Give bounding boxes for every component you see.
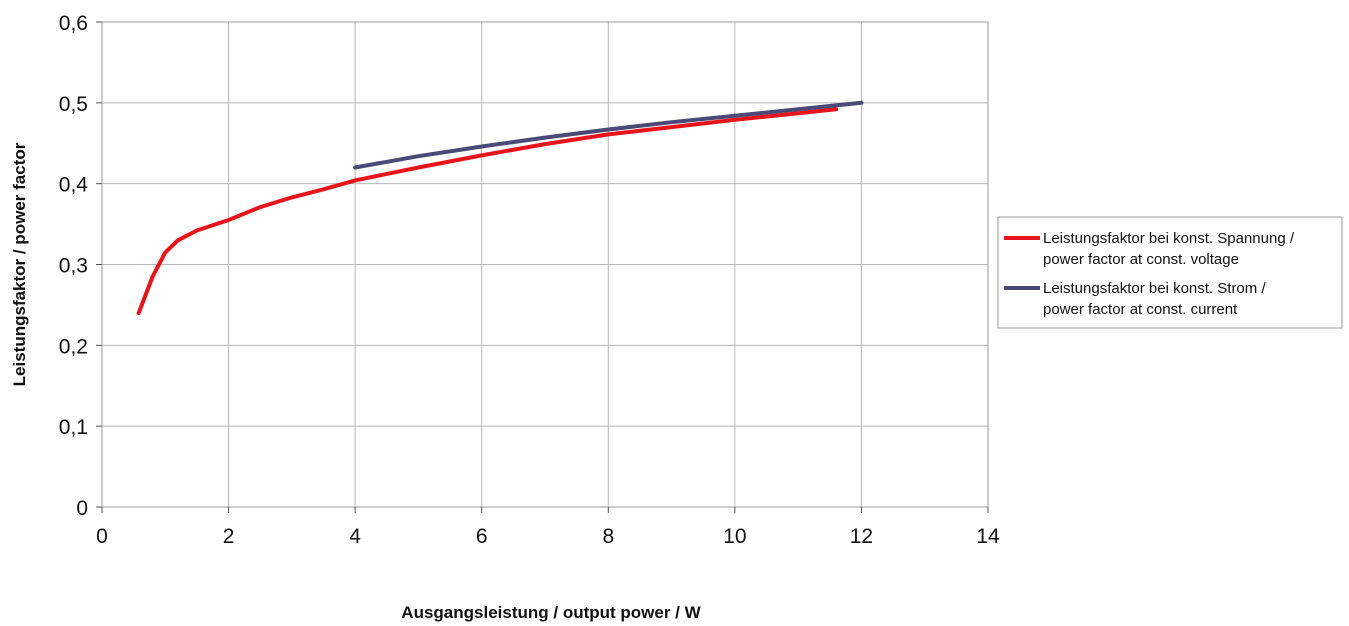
y-tick-label: 0,2 xyxy=(59,335,88,358)
y-tick-label: 0,5 xyxy=(59,93,88,116)
y-tick-label: 0,1 xyxy=(59,416,88,439)
x-tick-labels: 0 2 4 6 8 10 12 14 xyxy=(96,507,1000,548)
y-tick-label: 0 xyxy=(76,497,88,520)
y-tick-label: 0,4 xyxy=(59,174,89,197)
legend-box xyxy=(997,216,1343,329)
y-axis-title: Leistungsfaktor / power factor xyxy=(10,142,29,386)
x-tick-label: 8 xyxy=(602,525,614,548)
x-tick-label: 0 xyxy=(96,525,108,548)
legend-label-constant-voltage-line1: Leistungsfaktor bei konst. Spannung / xyxy=(1043,230,1295,247)
x-axis-title: Ausgangsleistung / output power / W xyxy=(401,603,701,622)
x-tick-label: 2 xyxy=(223,525,235,548)
x-tick-label: 12 xyxy=(850,525,873,548)
y-tick-label: 0,6 xyxy=(59,12,88,35)
series-line-constant-voltage xyxy=(136,107,839,315)
x-tick-label: 10 xyxy=(723,525,746,548)
y-tick-labels: 0 0,1 0,2 0,3 0,4 0,5 0,6 xyxy=(59,12,102,520)
legend-label-constant-current-line2: power factor at const. current xyxy=(1043,301,1238,318)
legend-label-constant-current-line1: Leistungsfaktor bei konst. Strom / xyxy=(1043,280,1266,297)
grid xyxy=(101,21,989,508)
series-layer xyxy=(136,100,864,315)
legend: Leistungsfaktor bei konst. Spannung / po… xyxy=(997,216,1343,329)
x-tick-label: 4 xyxy=(349,525,361,548)
x-tick-label: 6 xyxy=(476,525,488,548)
series-line-constant-current xyxy=(353,100,864,170)
x-tick-label: 14 xyxy=(976,525,1000,548)
y-tick-label: 0,3 xyxy=(59,255,88,278)
legend-label-constant-voltage-line2: power factor at const. voltage xyxy=(1043,251,1239,268)
